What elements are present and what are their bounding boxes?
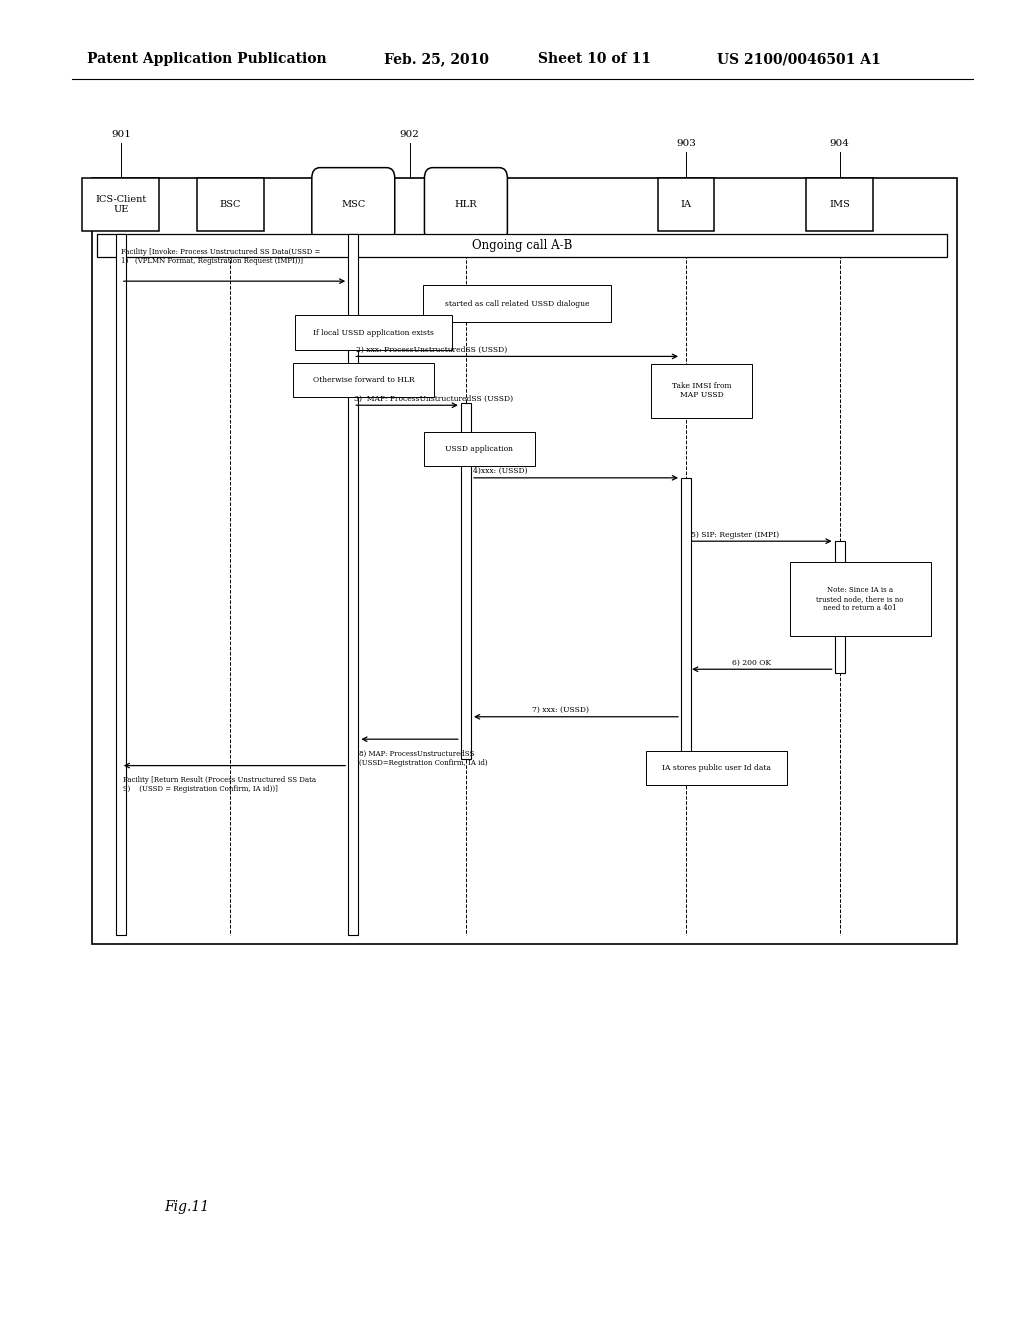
Text: 3)  MAP: ProcessUnstructuredSS (USSD): 3) MAP: ProcessUnstructuredSS (USSD) [354,395,513,403]
FancyBboxPatch shape [197,178,264,231]
FancyBboxPatch shape [646,751,787,785]
Text: Fig.11: Fig.11 [164,1200,209,1214]
Text: Facility [Invoke: Process Unstructured SS Data(USSD =
1)   (VPLMN Format, Regist: Facility [Invoke: Process Unstructured S… [121,248,321,265]
FancyBboxPatch shape [424,285,610,322]
Text: 903: 903 [676,139,696,148]
Text: Facility [Return Result (Process Unstructured SS Data
9)    (USSD = Registration: Facility [Return Result (Process Unstruc… [123,776,316,793]
Text: Sheet 10 of 11: Sheet 10 of 11 [538,53,650,66]
Text: USSD application: USSD application [445,445,513,453]
Text: Ongoing call A-B: Ongoing call A-B [472,239,572,252]
FancyBboxPatch shape [790,562,931,636]
FancyBboxPatch shape [424,168,508,242]
Text: 6) 200 OK: 6) 200 OK [732,659,771,667]
Text: MSC: MSC [341,201,366,209]
Text: ICS-Client
UE: ICS-Client UE [95,195,146,214]
FancyBboxPatch shape [295,315,453,350]
Text: 902: 902 [399,129,420,139]
Text: started as call related USSD dialogue: started as call related USSD dialogue [444,300,590,308]
FancyBboxPatch shape [681,478,691,759]
FancyBboxPatch shape [658,178,715,231]
Text: 904: 904 [829,139,850,148]
Text: Feb. 25, 2010: Feb. 25, 2010 [384,53,489,66]
FancyBboxPatch shape [835,541,845,673]
FancyBboxPatch shape [348,234,358,935]
FancyBboxPatch shape [82,178,159,231]
Text: 4)xxx: (USSD): 4)xxx: (USSD) [473,467,527,475]
FancyBboxPatch shape [424,432,535,466]
Text: BSC: BSC [220,201,241,209]
FancyBboxPatch shape [97,234,947,257]
Text: 5) SIP: Register (IMPI): 5) SIP: Register (IMPI) [691,531,779,539]
FancyBboxPatch shape [92,178,957,944]
Text: 7) xxx: (USSD): 7) xxx: (USSD) [532,706,590,714]
Text: 2) xxx: ProcessUnstructuredSS (USSD): 2) xxx: ProcessUnstructuredSS (USSD) [356,346,508,354]
Text: 901: 901 [111,129,131,139]
Text: US 2100/0046501 A1: US 2100/0046501 A1 [717,53,881,66]
Text: If local USSD application exists: If local USSD application exists [313,329,434,337]
Text: IA: IA [681,201,691,209]
Text: HLR: HLR [455,201,477,209]
Text: IMS: IMS [829,201,850,209]
FancyBboxPatch shape [807,178,872,231]
Text: IA stores public user Id data: IA stores public user Id data [663,764,771,772]
FancyBboxPatch shape [311,168,395,242]
FancyBboxPatch shape [293,363,434,397]
FancyBboxPatch shape [461,403,471,759]
Text: Take IMSI from
MAP USSD: Take IMSI from MAP USSD [672,381,731,400]
FancyBboxPatch shape [116,234,126,935]
FancyBboxPatch shape [651,363,752,417]
Text: Otherwise forward to HLR: Otherwise forward to HLR [312,376,415,384]
Text: Patent Application Publication: Patent Application Publication [87,53,327,66]
Text: 8) MAP: ProcessUnstructuredSS
(USSD=Registration Confirm, IA id): 8) MAP: ProcessUnstructuredSS (USSD=Regi… [359,750,488,767]
Text: Note: Since IA is a
trusted node, there is no
need to return a 401: Note: Since IA is a trusted node, there … [816,586,904,612]
